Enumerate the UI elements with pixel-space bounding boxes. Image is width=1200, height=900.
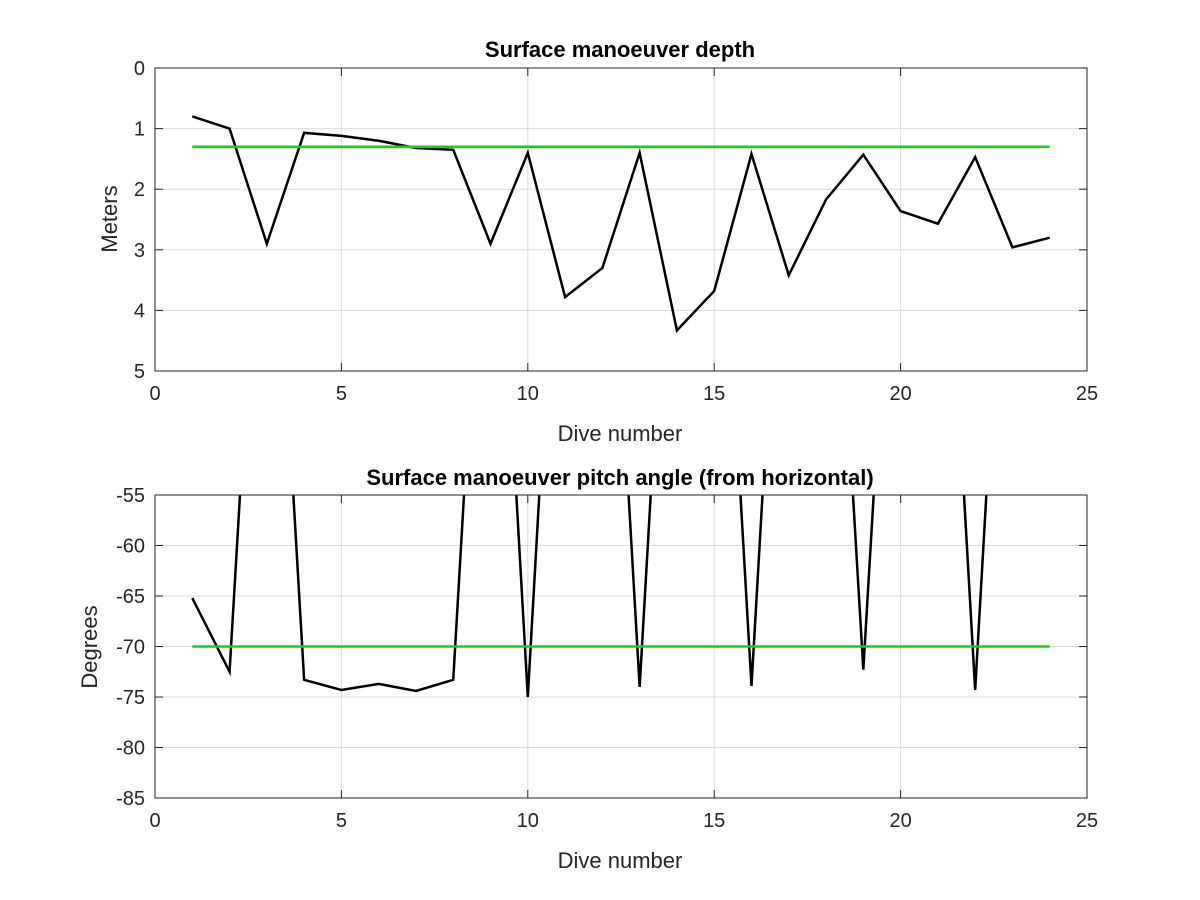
x-tick-label: 20 — [889, 383, 911, 405]
x-tick-label: 0 — [149, 810, 160, 832]
y-tick-label: -55 — [116, 485, 145, 507]
y-tick-label: 2 — [134, 179, 145, 201]
x-tick-label: 10 — [517, 810, 539, 832]
y-tick-label: -80 — [116, 738, 145, 760]
x-axis-label: Dive number — [558, 421, 683, 446]
plot-background — [155, 68, 1087, 371]
pitch-angle-chart: 0 5 10 15 20 25 -55 -60 -65 -70 -75 -80 -85 Surface m… — [77, 465, 1098, 873]
x-tick-label: 15 — [703, 810, 725, 832]
x-tick-label: 5 — [336, 810, 347, 832]
y-tick-label: -70 — [116, 637, 145, 659]
y-tick-label: -75 — [116, 687, 145, 709]
plot-area: 0 5 10 15 20 25 -55 -60 -65 -70 -75 -80 -85 — [116, 485, 1098, 832]
series-group — [191, 115, 1051, 333]
x-tick-label: 15 — [703, 383, 725, 405]
y-tick-label: 3 — [134, 240, 145, 262]
y-tick-label: 5 — [134, 361, 145, 383]
x-tick-label: 25 — [1076, 383, 1098, 405]
x-tick-label: 0 — [149, 383, 160, 405]
series-group — [191, 495, 1050, 698]
chart-title: Surface manoeuver depth — [485, 37, 755, 62]
y-tick-label: -65 — [116, 586, 145, 608]
y-tick-label: -60 — [116, 536, 145, 558]
data-series-line — [191, 495, 988, 698]
y-tick-label: 4 — [134, 300, 145, 322]
y-tick-label: 1 — [134, 119, 145, 141]
y-axis-label: Degrees — [77, 605, 102, 688]
x-tick-label: 20 — [889, 810, 911, 832]
y-tick-label: 0 — [134, 58, 145, 80]
x-tick-label: 25 — [1076, 810, 1098, 832]
axes-box — [154, 67, 1088, 372]
y-axis-label: Meters — [97, 185, 122, 252]
y-tick-label: -85 — [116, 788, 145, 810]
data-series-line — [191, 115, 1051, 333]
x-tick-label: 5 — [336, 383, 347, 405]
chart-title: Surface manoeuver pitch angle (from hori… — [366, 465, 873, 490]
x-tick-label: 10 — [517, 383, 539, 405]
x-axis-label: Dive number — [558, 848, 683, 873]
